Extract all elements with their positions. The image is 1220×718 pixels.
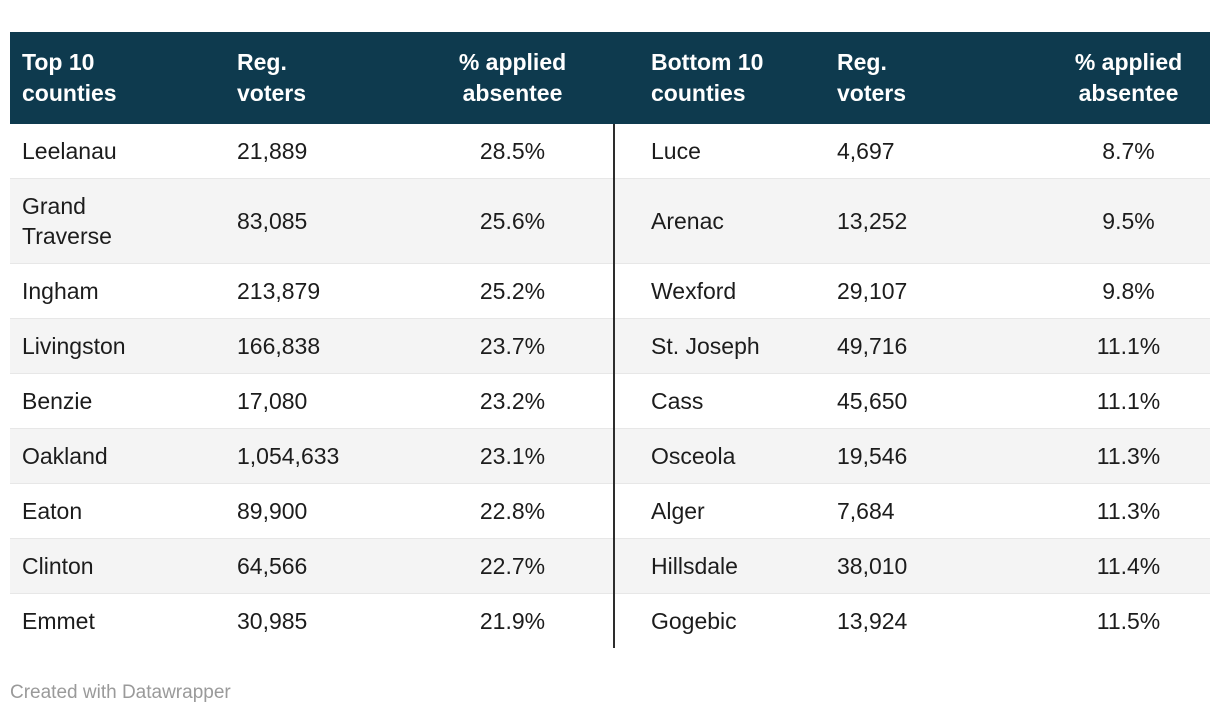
bottom-county-cell: St. Joseph: [651, 333, 760, 359]
top-pct-absentee-cell: 22.8%: [479, 498, 546, 524]
column-header-reg-voters-left: Reg. voters: [237, 49, 307, 106]
bottom-pct-absentee-cell: 11.5%: [1096, 608, 1161, 634]
bottom-county-cell: Luce: [651, 138, 701, 164]
bottom-pct-absentee-cell: 11.1%: [1096, 333, 1161, 359]
bottom-county-cell: Cass: [651, 388, 704, 414]
bottom-county-cell: Osceola: [651, 443, 736, 469]
top-pct-absentee-cell: 22.7%: [479, 553, 546, 579]
bottom-county-cell: Hillsdale: [651, 553, 738, 579]
bottom-pct-absentee-cell: 9.8%: [1102, 278, 1155, 304]
table-row: Emmet 30,985 21.9% Gogebic 13,924 11.5%: [10, 593, 1210, 648]
top-reg-voters-cell: 213,879: [237, 278, 321, 304]
column-header-bottom-counties: Bottom 10 counties: [651, 49, 764, 106]
top-county-cell: Grand Traverse: [22, 193, 112, 249]
top-county-cell: Ingham: [22, 278, 99, 304]
table-row: Livingston 166,838 23.7% St. Joseph 49,7…: [10, 318, 1210, 373]
bottom-reg-voters-cell: 4,697: [837, 138, 895, 164]
bottom-county-cell: Wexford: [651, 278, 737, 304]
top-pct-absentee-cell: 28.5%: [479, 138, 546, 164]
bottom-reg-voters-cell: 13,924: [837, 608, 908, 634]
table-row: Oakland 1,054,633 23.1% Osceola 19,546 1…: [10, 428, 1210, 483]
bottom-pct-absentee-cell: 11.3%: [1096, 498, 1161, 524]
top-county-cell: Livingston: [22, 333, 126, 359]
top-pct-absentee-cell: 25.2%: [479, 278, 546, 304]
top-pct-absentee-cell: 25.6%: [479, 208, 546, 234]
bottom-pct-absentee-cell: 9.5%: [1102, 208, 1155, 234]
bottom-reg-voters-cell: 45,650: [837, 388, 908, 414]
table-row: Leelanau 21,889 28.5% Luce 4,697 8.7%: [10, 124, 1210, 178]
top-reg-voters-cell: 89,900: [237, 498, 308, 524]
column-header-pct-absentee-right: % applied absentee: [1074, 49, 1183, 106]
absentee-table: Top 10 counties Reg. voters % applied ab…: [10, 32, 1210, 648]
top-county-cell: Emmet: [22, 608, 95, 634]
column-header-reg-voters-right: Reg. voters: [837, 49, 907, 106]
top-reg-voters-cell: 17,080: [237, 388, 308, 414]
datawrapper-credit: Created with Datawrapper: [10, 682, 231, 703]
top-reg-voters-cell: 30,985: [237, 608, 308, 634]
column-header-pct-absentee-left: % applied absentee: [458, 49, 567, 106]
bottom-reg-voters-cell: 29,107: [837, 278, 908, 304]
bottom-pct-absentee-cell: 11.3%: [1096, 443, 1161, 469]
bottom-reg-voters-cell: 49,716: [837, 333, 908, 359]
top-county-cell: Leelanau: [22, 138, 117, 164]
table-row: Ingham 213,879 25.2% Wexford 29,107 9.8%: [10, 263, 1210, 318]
top-reg-voters-cell: 83,085: [237, 208, 308, 234]
top-county-cell: Benzie: [22, 388, 93, 414]
column-header-top-counties: Top 10 counties: [22, 49, 117, 106]
top-county-cell: Clinton: [22, 553, 94, 579]
top-pct-absentee-cell: 23.2%: [479, 388, 546, 414]
bottom-reg-voters-cell: 19,546: [837, 443, 908, 469]
top-reg-voters-cell: 1,054,633: [237, 443, 340, 469]
table-header-row: Top 10 counties Reg. voters % applied ab…: [10, 32, 1210, 124]
bottom-pct-absentee-cell: 11.1%: [1096, 388, 1161, 414]
top-pct-absentee-cell: 21.9%: [479, 608, 546, 634]
bottom-county-cell: Alger: [651, 498, 705, 524]
top-reg-voters-cell: 64,566: [237, 553, 308, 579]
top-reg-voters-cell: 21,889: [237, 138, 308, 164]
bottom-county-cell: Gogebic: [651, 608, 737, 634]
top-reg-voters-cell: 166,838: [237, 333, 321, 359]
table-row: Eaton 89,900 22.8% Alger 7,684 11.3%: [10, 483, 1210, 538]
table-body: Leelanau 21,889 28.5% Luce 4,697 8.7% Gr…: [10, 124, 1210, 648]
table-row: Clinton 64,566 22.7% Hillsdale 38,010 11…: [10, 538, 1210, 593]
top-pct-absentee-cell: 23.1%: [479, 443, 546, 469]
top-pct-absentee-cell: 23.7%: [479, 333, 546, 359]
bottom-reg-voters-cell: 13,252: [837, 208, 908, 234]
bottom-reg-voters-cell: 38,010: [837, 553, 908, 579]
bottom-pct-absentee-cell: 11.4%: [1096, 553, 1161, 579]
bottom-pct-absentee-cell: 8.7%: [1102, 138, 1155, 164]
bottom-reg-voters-cell: 7,684: [837, 498, 895, 524]
table-row: Grand Traverse 83,085 25.6% Arenac 13,25…: [10, 178, 1210, 263]
top-county-cell: Oakland: [22, 443, 108, 469]
top-county-cell: Eaton: [22, 498, 83, 524]
bottom-county-cell: Arenac: [651, 208, 724, 234]
table-row: Benzie 17,080 23.2% Cass 45,650 11.1%: [10, 373, 1210, 428]
